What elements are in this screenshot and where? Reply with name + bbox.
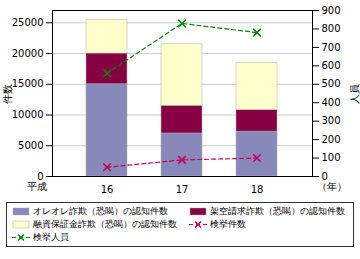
svg-text:平成: 平成	[27, 181, 47, 192]
svg-text:20000: 20000	[12, 48, 44, 59]
svg-text:16: 16	[101, 184, 114, 195]
svg-text:0: 0	[37, 170, 44, 182]
svg-text:18: 18	[251, 184, 264, 195]
svg-text:15000: 15000	[12, 78, 44, 89]
svg-text:700: 700	[322, 42, 341, 53]
svg-text:5000: 5000	[18, 140, 43, 151]
svg-text:100: 100	[322, 152, 341, 163]
svg-text:400: 400	[322, 97, 341, 108]
html-text:架空請求詐欺（恐喝）の認知件数: 架空請求詐欺（恐喝）の認知件数	[209, 206, 345, 216]
html-text:オレオレ詐欺（恐喝）の認知件数: オレオレ詐欺（恐喝）の認知件数	[33, 206, 168, 216]
svg-text:25000: 25000	[12, 17, 44, 28]
svg-text:件数: 件数	[2, 84, 13, 104]
html-text:検挙件数: 検挙件数	[209, 219, 246, 229]
svg-text:0: 0	[321, 170, 328, 182]
svg-text:17: 17	[176, 184, 189, 195]
svg-text:800: 800	[322, 23, 341, 34]
html-text:融資保証金詐欺（恐喝）の認知件数: 融資保証金詐欺（恐喝）の認知件数	[33, 219, 177, 229]
svg-text:600: 600	[322, 60, 341, 71]
svg-text:300: 300	[322, 115, 341, 126]
svg-text:人員: 人員	[349, 84, 360, 104]
svg-text:（年）: （年）	[317, 181, 347, 192]
svg-text:200: 200	[322, 134, 341, 145]
html-text:検挙人員: 検挙人員	[33, 232, 69, 242]
svg-text:500: 500	[322, 78, 341, 89]
svg-text:10000: 10000	[12, 109, 44, 120]
svg-text:900: 900	[322, 5, 341, 16]
